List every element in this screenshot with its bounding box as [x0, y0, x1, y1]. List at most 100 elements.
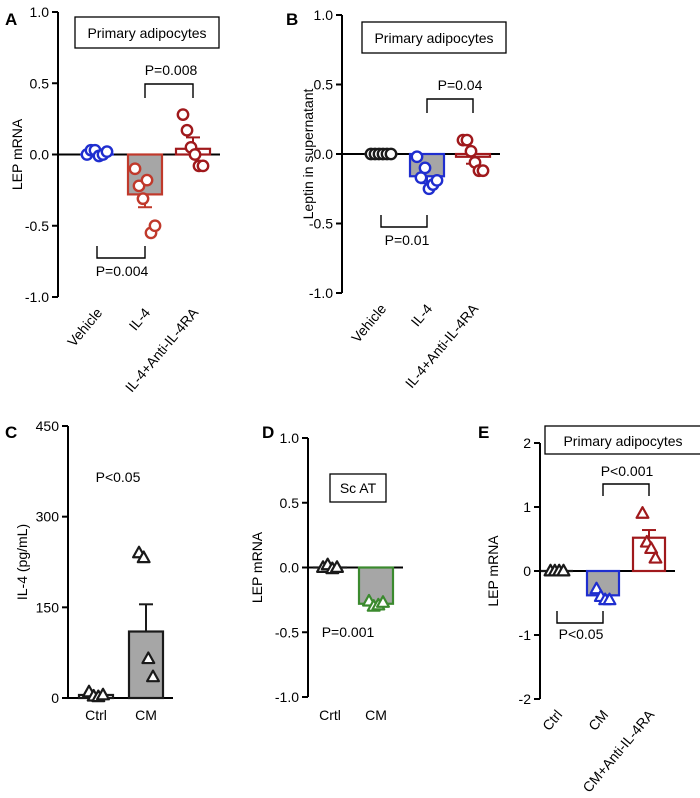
p-value-label: P=0.004 [96, 263, 149, 279]
data-point [330, 560, 344, 573]
data-point [96, 687, 110, 701]
data-point [148, 219, 162, 233]
p-value-label: P<0.001 [601, 463, 654, 479]
data-point [430, 174, 444, 187]
data-point [384, 147, 398, 161]
y-tick-label: 0 [51, 690, 59, 706]
data-point [136, 550, 151, 564]
panel-title: Primary adipocytes [87, 25, 206, 41]
panel-letter: A [5, 10, 17, 29]
y-tick-label: -1.0 [275, 689, 299, 705]
x-tick-label: CM [135, 707, 157, 723]
y-tick-label: 0.0 [30, 147, 50, 163]
y-tick-label: 1.0 [314, 7, 334, 23]
data-point [589, 581, 604, 595]
p-value-label: P=0.04 [438, 77, 483, 93]
p-value-label: P=0.001 [322, 624, 375, 640]
y-tick-label: 0 [523, 563, 531, 579]
data-point [460, 133, 474, 147]
comparison-bracket [96, 246, 146, 259]
x-tick-label: IL-4 [408, 300, 436, 329]
p-value-label: P=0.01 [385, 232, 430, 248]
panel-title: Primary adipocytes [374, 30, 493, 46]
data-point [180, 123, 194, 137]
y-tick-label: -0.5 [275, 624, 299, 640]
data-point [418, 161, 432, 175]
data-point [176, 108, 190, 122]
title-box [329, 473, 387, 503]
x-tick-label: Vehicle [64, 304, 105, 349]
data-point [476, 164, 490, 178]
bar [357, 566, 395, 605]
panel-letter: B [286, 10, 298, 29]
data-point [188, 148, 202, 161]
y-tick-label: 450 [36, 418, 60, 434]
y-tick-label: 2 [523, 435, 531, 451]
panel-letter: C [5, 423, 17, 442]
data-point [196, 159, 210, 173]
bar [631, 536, 667, 573]
y-tick-label: -0.5 [309, 216, 333, 232]
data-point [648, 550, 663, 564]
y-axis-label: LEP mRNA [249, 531, 265, 603]
data-point [376, 595, 390, 608]
y-tick-label: 0.0 [314, 146, 334, 162]
data-point [556, 563, 571, 577]
y-tick-label: -2 [519, 691, 532, 707]
y-tick-label: -1 [519, 627, 532, 643]
x-tick-label: IL-4 [126, 304, 154, 333]
x-tick-label: Crtl [319, 707, 341, 723]
data-point [141, 651, 156, 665]
x-tick-label: Ctrl [539, 707, 565, 734]
y-tick-label: 0.0 [280, 560, 300, 576]
bar [127, 630, 165, 700]
y-tick-label: 1.0 [30, 4, 50, 20]
data-point [140, 173, 154, 187]
panel-b: B 1.0 0.5 0.0 -0.5 -1.0 Leptin in supernatant V… [286, 7, 507, 391]
comparison-bracket [556, 611, 604, 624]
y-tick-label: 0.5 [314, 77, 334, 93]
y-tick-label: 0.5 [30, 75, 50, 91]
comparison-bracket [144, 83, 194, 98]
y-tick-label: 300 [36, 509, 60, 525]
panel-letter: E [478, 423, 489, 442]
panel-d: D 1.0 0.5 0.0 -0.5 -1.0 LEP mRNA Crtl CM Sc AT P=0… [249, 423, 403, 723]
data-point [602, 592, 617, 606]
title-box [544, 425, 700, 455]
y-tick-label: -1.0 [25, 289, 49, 305]
x-tick-label: CM [585, 707, 611, 734]
comparison-bracket [602, 483, 650, 496]
y-axis-label: LEP mRNA [485, 535, 501, 607]
p-value-label: P<0.05 [559, 626, 604, 642]
y-tick-label: 1.0 [280, 430, 300, 446]
y-tick-label: -0.5 [25, 218, 49, 234]
y-axis-label: Leptin in supernatant [300, 89, 316, 220]
data-point [410, 150, 424, 164]
data-point [100, 145, 114, 159]
data-point [464, 144, 478, 158]
x-tick-label: Vehicle [348, 300, 389, 345]
y-tick-label: 1 [523, 499, 531, 515]
y-axis-label: LEP mRNA [9, 118, 25, 190]
p-value-label: P=0.008 [145, 62, 198, 78]
data-point [644, 541, 659, 555]
x-tick-label: Ctrl [85, 707, 107, 723]
panel-letter: D [262, 423, 274, 442]
p-value-label: P<0.05 [96, 469, 141, 485]
panel-title: Sc AT [340, 480, 377, 496]
data-point [136, 192, 150, 206]
y-tick-label: -1.0 [309, 285, 333, 301]
data-point [128, 162, 142, 176]
y-axis-label: IL-4 (pg/mL) [14, 524, 30, 600]
x-tick-label: CM [365, 707, 387, 723]
title-box [74, 16, 220, 49]
panel-title: Primary adipocytes [563, 433, 682, 449]
comparison-bracket [426, 98, 474, 113]
data-point [146, 669, 160, 683]
y-tick-label: 0.5 [280, 495, 300, 511]
comparison-bracket [380, 215, 428, 228]
title-box [361, 21, 507, 54]
